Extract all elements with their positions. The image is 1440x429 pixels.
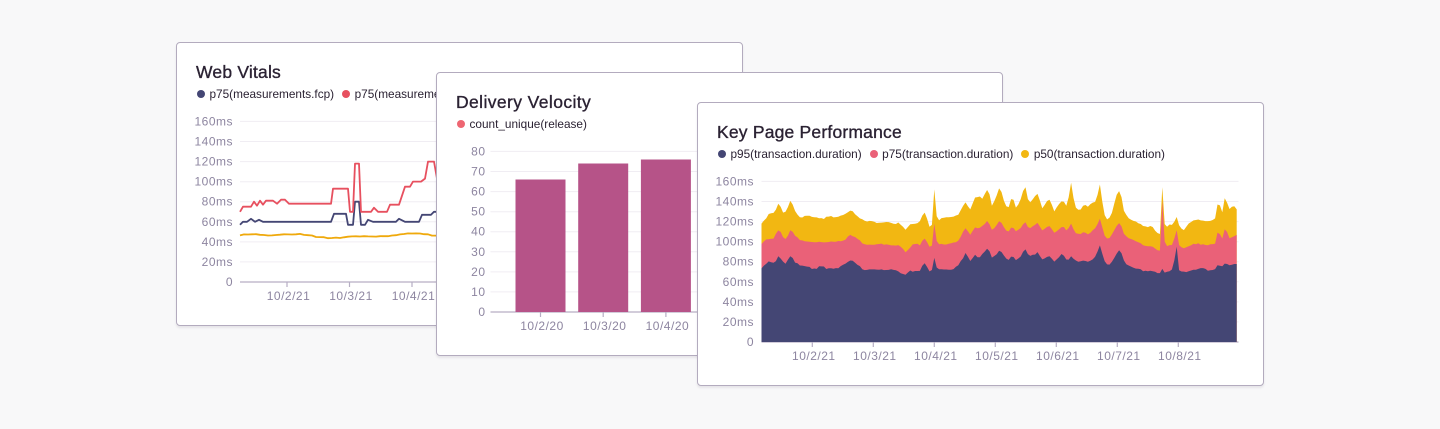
svg-text:80ms: 80ms	[723, 255, 754, 269]
svg-text:10: 10	[471, 285, 485, 299]
svg-text:70: 70	[471, 165, 485, 179]
svg-text:0: 0	[226, 275, 233, 289]
svg-text:10/6/21: 10/6/21	[1036, 349, 1080, 363]
svg-text:10/7/21: 10/7/21	[1097, 349, 1141, 363]
svg-text:20ms: 20ms	[723, 315, 754, 329]
svg-text:10/2/20: 10/2/20	[520, 319, 564, 333]
svg-text:10/2/21: 10/2/21	[267, 289, 311, 303]
svg-text:10/4/21: 10/4/21	[392, 289, 436, 303]
svg-text:160ms: 160ms	[715, 174, 754, 188]
svg-text:20ms: 20ms	[202, 255, 233, 269]
svg-text:10/4/21: 10/4/21	[914, 349, 958, 363]
svg-text:100ms: 100ms	[715, 235, 754, 249]
svg-text:140ms: 140ms	[715, 195, 754, 209]
svg-text:0: 0	[478, 305, 485, 319]
svg-text:10/5/21: 10/5/21	[975, 349, 1019, 363]
svg-text:80: 80	[471, 144, 485, 158]
svg-text:80ms: 80ms	[202, 195, 233, 209]
svg-text:30: 30	[471, 245, 485, 259]
svg-text:10/3/21: 10/3/21	[329, 289, 373, 303]
svg-text:60ms: 60ms	[202, 215, 233, 229]
svg-text:10/2/21: 10/2/21	[792, 349, 836, 363]
svg-text:10/4/20: 10/4/20	[646, 319, 690, 333]
svg-text:120ms: 120ms	[194, 155, 233, 169]
svg-text:0: 0	[747, 335, 754, 349]
svg-text:10/3/20: 10/3/20	[583, 319, 627, 333]
svg-text:60ms: 60ms	[723, 275, 754, 289]
svg-text:100ms: 100ms	[194, 175, 233, 189]
svg-text:140ms: 140ms	[194, 135, 233, 149]
svg-text:10/3/21: 10/3/21	[853, 349, 897, 363]
svg-text:20: 20	[471, 265, 485, 279]
svg-text:120ms: 120ms	[715, 215, 754, 229]
svg-text:160ms: 160ms	[194, 114, 233, 128]
svg-text:40ms: 40ms	[202, 235, 233, 249]
svg-text:40ms: 40ms	[723, 295, 754, 309]
svg-text:50: 50	[471, 205, 485, 219]
svg-text:40: 40	[471, 225, 485, 239]
svg-text:60: 60	[471, 185, 485, 199]
svg-text:10/8/21: 10/8/21	[1158, 349, 1202, 363]
